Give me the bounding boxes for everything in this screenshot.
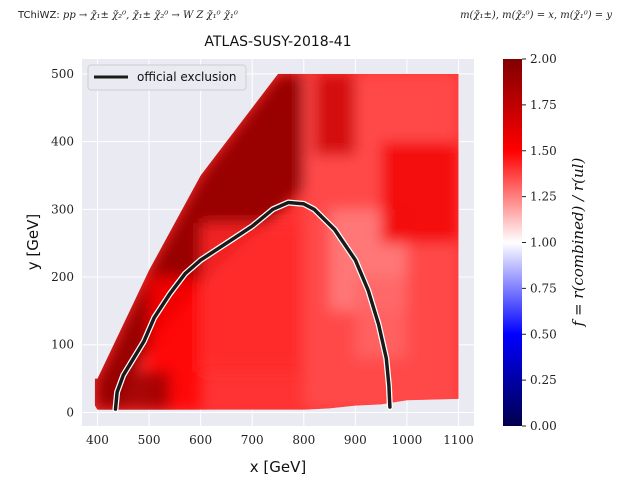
- x-tick-label: 600: [189, 433, 212, 447]
- exclusion-curve-line: [113, 200, 392, 411]
- x-tick-label: 400: [86, 433, 109, 447]
- x-tick-label: 900: [344, 433, 367, 447]
- chart-title: ATLAS-SUSY-2018-41: [204, 34, 352, 50]
- colorbar-ticks: 0.00 0.25 0.50 0.75 1.00 1.25 1.50 1.75 2.00: [522, 52, 557, 433]
- x-tick-label: 800: [292, 433, 315, 447]
- legend: official exclusion: [87, 64, 247, 91]
- heatmap-patch: [314, 73, 356, 156]
- y-tick-label: 0: [66, 405, 74, 419]
- x-axis-ticks: 400 500 600 700 800 900 1000 1100: [86, 433, 474, 447]
- mass-relation: m(χ̃₁±), m(χ̃₂⁰) = x, m(χ̃₁⁰) = y: [460, 10, 612, 21]
- process-header: TChiWZ: pp → χ̃₁± χ̃₂⁰, χ̃₁± χ̃₂⁰ → W Z …: [18, 10, 238, 21]
- x-tick-label: 1000: [392, 433, 423, 447]
- x-tick-label: 700: [241, 433, 264, 447]
- heatmap-patch: [97, 371, 170, 410]
- colorbar-tick-label: 1.25: [530, 190, 557, 204]
- colorbar-tick-label: 0.75: [530, 281, 557, 295]
- legend-label: official exclusion: [137, 70, 237, 84]
- colorbar-tick-label: 0.25: [530, 373, 557, 387]
- process-formula: pp → χ̃₁± χ̃₂⁰, χ̃₁± χ̃₂⁰ → W Z χ̃₁⁰ χ̃₁…: [62, 10, 238, 21]
- colorbar: [503, 59, 522, 426]
- y-axis-ticks: 0 100 200 300 400 500: [51, 67, 74, 420]
- colorbar-tick-label: 1.50: [530, 144, 557, 158]
- y-tick-label: 200: [51, 270, 74, 284]
- heatmap: [94, 73, 459, 410]
- colorbar-tick-label: 0.00: [530, 419, 557, 433]
- heatmap-patch: [381, 141, 459, 244]
- colorbar-tick-label: 2.00: [530, 52, 557, 66]
- colorbar-tick-label: 1.75: [530, 98, 557, 112]
- heatmap-patch: [200, 222, 304, 372]
- x-tick-label: 1100: [443, 433, 474, 447]
- x-axis-label: x [GeV]: [250, 458, 306, 476]
- legend-box: [87, 64, 247, 91]
- y-tick-label: 400: [51, 135, 74, 149]
- heatmap-patches: [94, 73, 459, 410]
- x-tick-label: 500: [138, 433, 161, 447]
- y-tick-label: 100: [51, 338, 74, 352]
- y-tick-label: 500: [51, 67, 74, 81]
- y-axis-label: y [GeV]: [24, 214, 42, 270]
- y-tick-label: 300: [51, 202, 74, 216]
- analysis-label: TChiWZ:: [18, 10, 60, 21]
- exclusion-curve: [112, 199, 393, 413]
- colorbar-label: f = r(combined) / r(ul): [569, 158, 587, 328]
- colorbar-tick-label: 1.00: [530, 236, 557, 250]
- heatmap-patch: [94, 73, 304, 410]
- colorbar-tick-label: 0.50: [530, 327, 557, 341]
